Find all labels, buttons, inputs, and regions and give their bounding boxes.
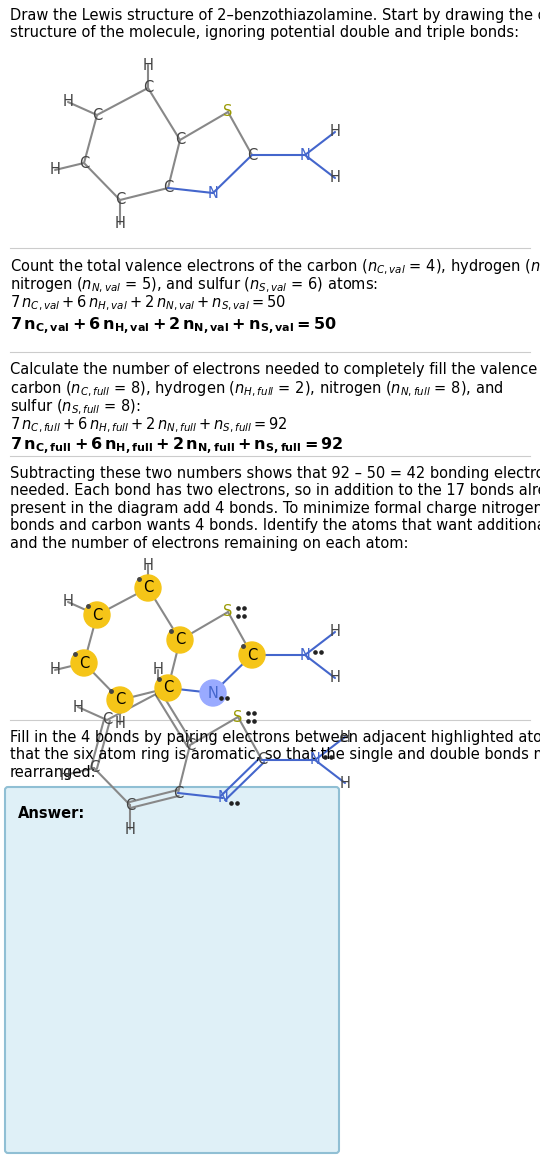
Circle shape (155, 675, 181, 701)
Circle shape (71, 650, 97, 676)
Text: Answer:: Answer: (18, 805, 85, 821)
Text: Subtracting these two numbers shows that 92 – 50 = 42 bonding electrons are
need: Subtracting these two numbers shows that… (10, 466, 540, 551)
Text: $\mathbf{7\,n_{C,full}+6\,n_{H,full}+2\,n_{N,full}+n_{S,full}=92}$: $\mathbf{7\,n_{C,full}+6\,n_{H,full}+2\,… (10, 436, 343, 457)
Circle shape (107, 687, 133, 714)
Text: H: H (50, 662, 60, 677)
Circle shape (135, 575, 161, 601)
Text: H: H (63, 595, 73, 610)
Text: Count the total valence electrons of the carbon ($n_{C,val}$ = 4), hydrogen ($n_: Count the total valence electrons of the… (10, 258, 540, 277)
Text: H: H (125, 822, 136, 837)
Text: C: C (175, 632, 185, 647)
Text: C: C (79, 156, 89, 170)
Text: C: C (247, 148, 257, 163)
Text: N: N (207, 686, 219, 701)
Text: H: H (143, 558, 153, 573)
Text: carbon ($n_{C,full}$ = 8), hydrogen ($n_{H,full}$ = 2), nitrogen ($n_{N,full}$ =: carbon ($n_{C,full}$ = 8), hydrogen ($n_… (10, 379, 503, 399)
Text: H: H (153, 662, 164, 677)
Text: H: H (340, 775, 350, 790)
Circle shape (84, 602, 110, 629)
Text: N: N (309, 752, 320, 767)
Text: C: C (173, 786, 183, 801)
Text: C: C (143, 581, 153, 596)
Text: C: C (163, 681, 173, 696)
Text: Calculate the number of electrons needed to completely fill the valence shells f: Calculate the number of electrons needed… (10, 362, 540, 377)
Circle shape (239, 643, 265, 668)
Text: N: N (218, 790, 228, 805)
Text: H: H (143, 57, 153, 72)
Text: H: H (340, 730, 350, 745)
Text: C: C (185, 738, 195, 752)
Text: C: C (153, 686, 163, 701)
Text: C: C (115, 693, 125, 708)
Text: C: C (115, 192, 125, 207)
Text: nitrogen ($n_{N,val}$ = 5), and sulfur ($n_{S,val}$ = 6) atoms:: nitrogen ($n_{N,val}$ = 5), and sulfur (… (10, 276, 378, 296)
Text: H: H (329, 125, 340, 140)
Text: Fill in the 4 bonds by pairing electrons between adjacent highlighted atoms. Not: Fill in the 4 bonds by pairing electrons… (10, 730, 540, 780)
Text: S: S (224, 105, 233, 120)
Text: H: H (59, 767, 70, 782)
Text: Draw the Lewis structure of 2–benzothiazolamine. Start by drawing the overall
st: Draw the Lewis structure of 2–benzothiaz… (10, 8, 540, 41)
Text: $\mathbf{7\,n_{C,val}+6\,n_{H,val}+2\,n_{N,val}+n_{S,val}=50}$: $\mathbf{7\,n_{C,val}+6\,n_{H,val}+2\,n_… (10, 315, 337, 338)
Text: C: C (257, 752, 267, 767)
Text: C: C (163, 180, 173, 196)
Text: N: N (300, 647, 310, 662)
Text: C: C (79, 655, 89, 670)
Text: N: N (300, 148, 310, 163)
Text: $7\,n_{C,val}+6\,n_{H,val}+2\,n_{N,val}+n_{S,val}=50$: $7\,n_{C,val}+6\,n_{H,val}+2\,n_{N,val}+… (10, 294, 286, 313)
Text: H: H (114, 217, 125, 232)
Text: C: C (102, 712, 112, 728)
Circle shape (167, 627, 193, 653)
Circle shape (200, 680, 226, 707)
Text: S: S (224, 604, 233, 619)
Text: N: N (207, 185, 219, 200)
Text: H: H (114, 717, 125, 731)
Text: C: C (92, 608, 102, 623)
Text: H: H (329, 625, 340, 639)
Text: sulfur ($n_{S,full}$ = 8):: sulfur ($n_{S,full}$ = 8): (10, 398, 141, 418)
Text: C: C (89, 760, 99, 775)
Text: H: H (72, 700, 84, 715)
FancyBboxPatch shape (5, 787, 339, 1154)
Text: $7\,n_{C,full}+6\,n_{H,full}+2\,n_{N,full}+n_{S,full}=92$: $7\,n_{C,full}+6\,n_{H,full}+2\,n_{N,ful… (10, 416, 288, 435)
Text: C: C (247, 647, 257, 662)
Text: H: H (63, 94, 73, 109)
Text: C: C (143, 80, 153, 95)
Text: C: C (125, 797, 135, 812)
Text: C: C (175, 133, 185, 148)
Text: H: H (50, 163, 60, 177)
Text: H: H (329, 170, 340, 185)
Text: C: C (92, 107, 102, 122)
Text: S: S (233, 710, 242, 724)
Text: H: H (329, 670, 340, 686)
